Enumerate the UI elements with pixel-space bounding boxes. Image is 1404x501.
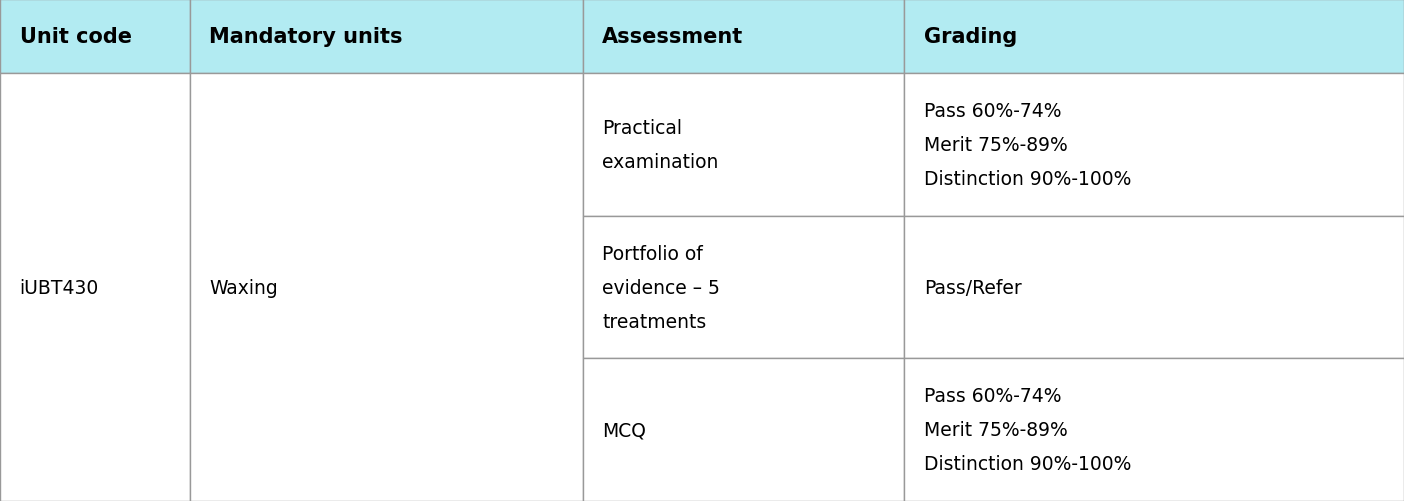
Text: Portfolio of
evidence – 5
treatments: Portfolio of evidence – 5 treatments: [602, 244, 720, 331]
Bar: [904, 0, 1404, 74]
Bar: [583, 359, 904, 501]
Bar: [583, 0, 904, 74]
Bar: [0, 0, 190, 74]
Bar: [904, 74, 1404, 216]
Bar: [904, 359, 1404, 501]
Bar: [583, 216, 904, 359]
Text: MCQ: MCQ: [602, 420, 646, 439]
Text: Mandatory units: Mandatory units: [209, 27, 403, 47]
Bar: [190, 0, 583, 74]
Text: Pass 60%-74%
Merit 75%-89%
Distinction 90%-100%: Pass 60%-74% Merit 75%-89% Distinction 9…: [924, 386, 1132, 473]
Text: Pass/Refer: Pass/Refer: [924, 278, 1022, 297]
Text: Assessment: Assessment: [602, 27, 744, 47]
Bar: [0, 74, 190, 501]
Text: Waxing: Waxing: [209, 278, 278, 297]
Bar: [904, 216, 1404, 359]
Text: Grading: Grading: [924, 27, 1016, 47]
Text: iUBT430: iUBT430: [20, 278, 98, 297]
Text: Practical
examination: Practical examination: [602, 119, 719, 172]
Bar: [583, 74, 904, 216]
Bar: [190, 74, 583, 501]
Text: Pass 60%-74%
Merit 75%-89%
Distinction 90%-100%: Pass 60%-74% Merit 75%-89% Distinction 9…: [924, 102, 1132, 189]
Text: Unit code: Unit code: [20, 27, 132, 47]
